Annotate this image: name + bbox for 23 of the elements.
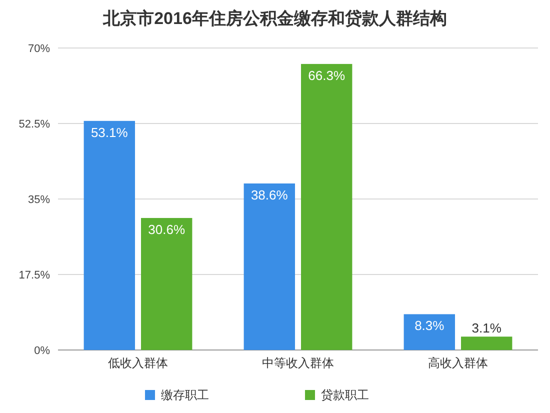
- x-tick-label: 低收入群体: [108, 356, 168, 370]
- legend-label: 贷款职工: [321, 388, 369, 402]
- y-tick-label: 35%: [28, 194, 50, 206]
- legend-label: 缴存职工: [161, 388, 209, 402]
- bar: [244, 183, 295, 350]
- x-tick-label: 高收入群体: [428, 356, 488, 370]
- bar: [461, 336, 512, 350]
- y-tick-label: 0%: [34, 345, 50, 357]
- data-label: 3.1%: [472, 320, 502, 336]
- bar: [301, 64, 352, 350]
- y-tick-label: 17.5%: [18, 270, 50, 282]
- data-label: 53.1%: [90, 124, 128, 140]
- data-label: 66.3%: [308, 68, 346, 83]
- x-tick-label: 中等收入群体: [262, 356, 334, 370]
- data-label: 8.3%: [414, 318, 445, 334]
- bar: [84, 120, 135, 350]
- data-label: 30.6%: [148, 222, 186, 237]
- bar: [404, 314, 455, 350]
- y-tick-label: 70%: [28, 43, 50, 55]
- y-tick-label: 52.5%: [18, 118, 50, 130]
- chart-title: 北京市2016年住房公积金缴存和贷款人群结构: [102, 9, 447, 28]
- data-label: 38.6%: [250, 187, 288, 202]
- bar: [141, 218, 192, 350]
